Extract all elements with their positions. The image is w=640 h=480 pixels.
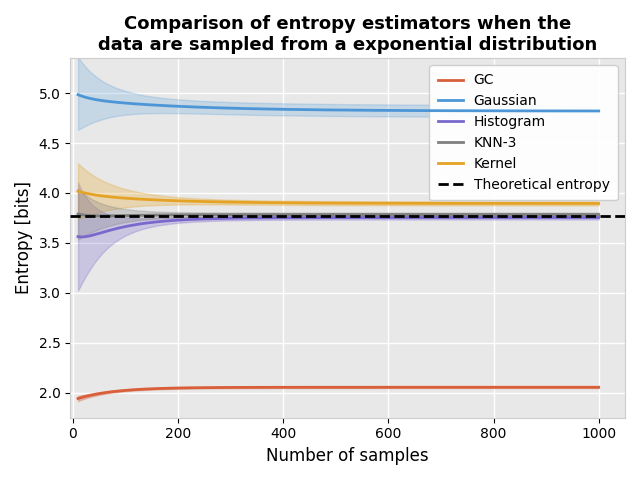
Y-axis label: Entropy [bits]: Entropy [bits] bbox=[15, 181, 33, 294]
Legend: GC, Gaussian, Histogram, KNN-3, Kernel, Theoretical entropy: GC, Gaussian, Histogram, KNN-3, Kernel, … bbox=[429, 65, 618, 201]
X-axis label: Number of samples: Number of samples bbox=[266, 447, 429, 465]
Title: Comparison of entropy estimators when the
data are sampled from a exponential di: Comparison of entropy estimators when th… bbox=[98, 15, 597, 54]
